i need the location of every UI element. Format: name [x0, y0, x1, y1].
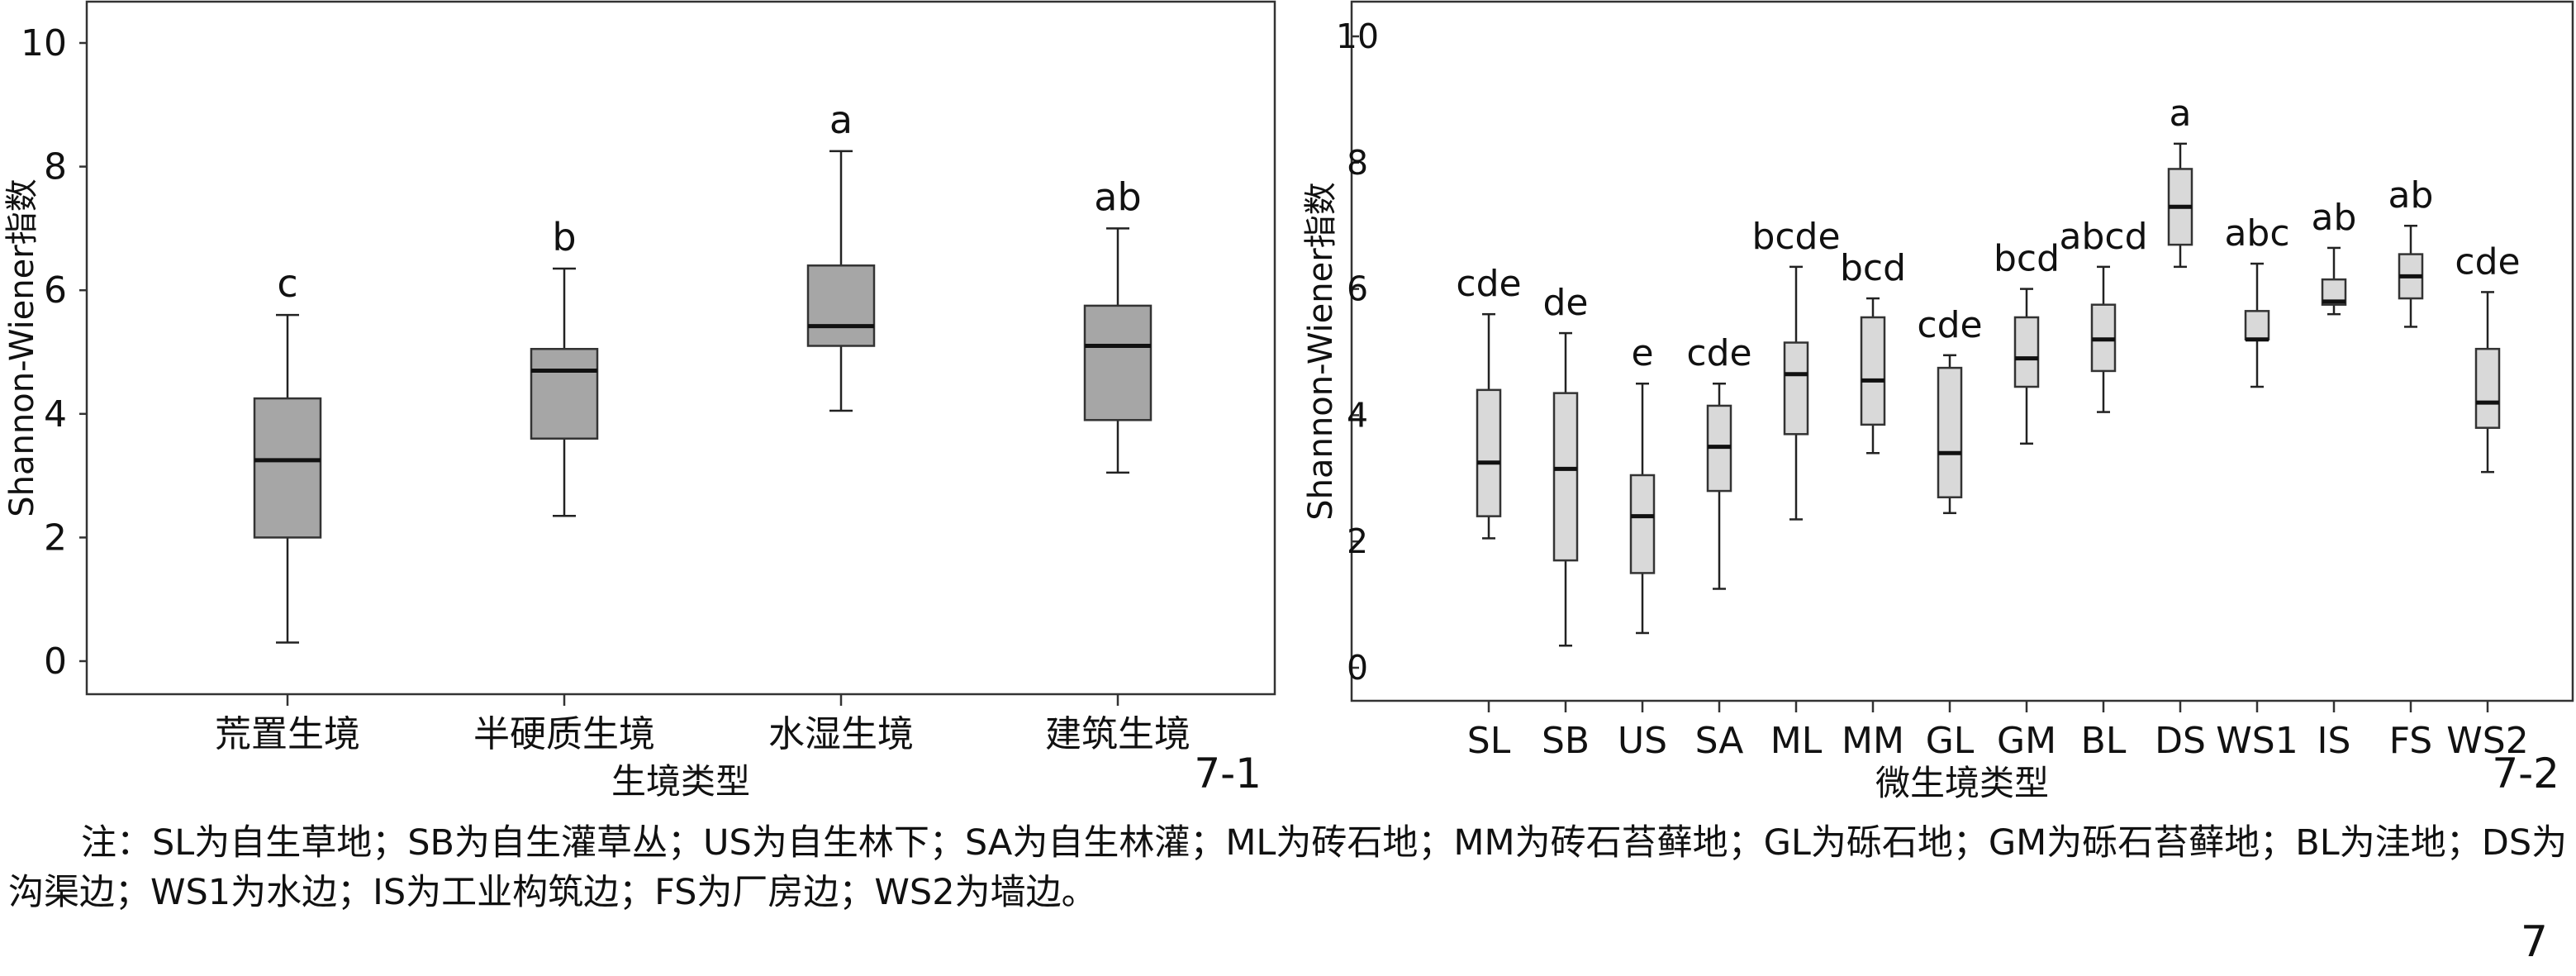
figure-note: 注：SL为自生草地；SB为自生灌草丛；US为自生林下；SA为自生林灌；ML为砖石…: [8, 822, 2568, 913]
significance-letter: abc: [2224, 212, 2289, 255]
box-SA: cde SA: [1686, 332, 1751, 762]
box-半硬质生境: b 半硬质生境: [473, 215, 655, 755]
box-GM: bcd GM: [1994, 238, 2060, 762]
box-荒置生境: c 荒置生境: [215, 261, 360, 755]
plot-frame: [1350, 0, 2574, 702]
box-WS1: abc WS1: [2216, 212, 2298, 762]
box-建筑生境: ab 建筑生境: [1045, 174, 1191, 755]
box-SL: cde SL: [1456, 263, 1521, 762]
significance-letter: cde: [1686, 332, 1751, 374]
x-tick-label: 建筑生境: [1045, 713, 1191, 755]
y-tick-label: 4: [1347, 395, 1368, 435]
box-BL: abcd BL: [2059, 216, 2147, 762]
plot-frame: [85, 0, 1276, 696]
significance-letter: bcd: [1840, 247, 1906, 289]
x-tick-label: FS: [2389, 720, 2432, 762]
panel-label: 7-2: [2492, 750, 2559, 797]
significance-letter: de: [1543, 282, 1589, 324]
x-tick-label: WS2: [2446, 720, 2528, 762]
significance-letter: cde: [1456, 263, 1521, 305]
significance-letter: cde: [2455, 240, 2520, 283]
x-axis-label: 生境类型: [611, 761, 750, 802]
box-body: [1629, 474, 1656, 574]
box-body: [1083, 304, 1153, 421]
y-tick-label: 8: [44, 146, 67, 188]
significance-letter: a: [2170, 93, 2192, 135]
significance-letter: ab: [1094, 174, 1141, 219]
box-FS: ab FS: [2388, 174, 2434, 762]
significance-letter: a: [829, 98, 853, 142]
x-tick-label: ML: [1770, 720, 1823, 762]
x-tick-label: SA: [1695, 720, 1744, 762]
box-SB: de SB: [1542, 282, 1590, 762]
significance-letter: bcd: [1994, 238, 2060, 280]
y-tick-label: 2: [1347, 521, 1368, 561]
chart-panel-7-2: 0 2 4 6 8 10 Shannon-Wiener指数 cde SL de SB e US cde SA…: [1302, 0, 2574, 803]
x-tick-label: SL: [1467, 720, 1511, 762]
x-tick-label: BL: [2081, 720, 2127, 762]
y-tick-label: 8: [1347, 143, 1368, 183]
x-tick-label: MM: [1842, 720, 1904, 762]
box-body: [2013, 316, 2040, 388]
significance-letter: ab: [2388, 174, 2434, 217]
x-tick-label: 荒置生境: [215, 713, 360, 755]
significance-letter: b: [552, 215, 576, 259]
box-body: [1552, 392, 1579, 562]
box-body: [806, 264, 876, 347]
x-tick-label: SB: [1542, 720, 1590, 762]
significance-letter: ab: [2312, 197, 2357, 239]
box-US: e US: [1618, 332, 1667, 762]
x-tick-label: GM: [1997, 720, 2056, 762]
y-axis-label: Shannon-Wiener指数: [3, 179, 41, 517]
box-body: [1476, 388, 1502, 517]
page-number: 7: [2520, 917, 2548, 967]
box-DS: a DS: [2155, 93, 2206, 762]
significance-letter: e: [1631, 332, 1653, 374]
box-body: [2244, 310, 2270, 340]
x-tick-label: 半硬质生境: [473, 713, 655, 755]
x-tick-label: DS: [2155, 720, 2206, 762]
y-tick-label: 4: [44, 393, 67, 436]
panel-label: 7-1: [1194, 750, 1262, 797]
box-WS2: cde WS2: [2446, 240, 2528, 762]
significance-letter: cde: [1917, 304, 1982, 346]
box-MM: bcd MM: [1840, 247, 1906, 762]
box-body: [530, 348, 599, 440]
box-ML: bcde ML: [1751, 216, 1840, 762]
box-body: [1937, 366, 1963, 498]
significance-letter: c: [277, 261, 297, 306]
x-tick-label: WS1: [2216, 720, 2298, 762]
x-tick-label: US: [1618, 720, 1667, 762]
y-tick-label: 6: [44, 269, 67, 312]
y-tick-label: 0: [1347, 648, 1368, 688]
x-axis-label: 微生境类型: [1875, 763, 2049, 803]
box-body: [253, 397, 322, 539]
box-body: [1860, 316, 1886, 426]
significance-letter: bcde: [1751, 216, 1840, 258]
box-body: [1783, 341, 1809, 436]
y-tick-label: 6: [1347, 269, 1368, 309]
y-tick-label: 2: [44, 517, 67, 559]
y-axis-label: Shannon-Wiener指数: [1302, 182, 1340, 520]
y-tick-label: 0: [44, 640, 67, 683]
box-水湿生境: a 水湿生境: [768, 98, 914, 755]
y-tick-label: 10: [21, 22, 67, 64]
box-GL: cde GL: [1917, 304, 1982, 762]
box-body: [2474, 347, 2501, 429]
box-IS: ab IS: [2312, 197, 2357, 762]
y-tick-label: 10: [1336, 17, 1379, 56]
x-tick-label: IS: [2317, 720, 2351, 762]
x-tick-label: 水湿生境: [768, 713, 914, 755]
significance-letter: abcd: [2059, 216, 2147, 258]
x-tick-label: GL: [1926, 720, 1975, 762]
